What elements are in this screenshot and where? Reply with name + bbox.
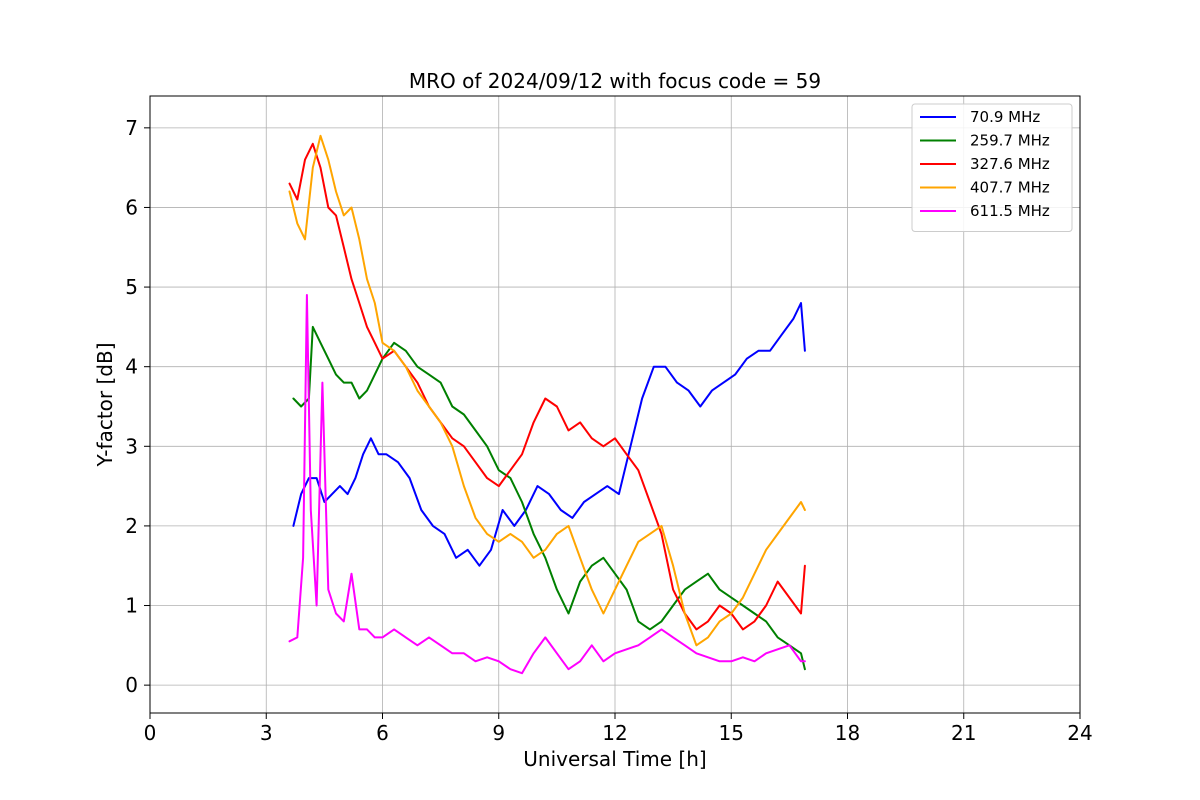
x-tick-label: 24 — [1067, 721, 1092, 745]
x-tick-label: 18 — [835, 721, 860, 745]
grid-layer — [149, 96, 1081, 713]
legend-label: 259.7 MHz — [970, 132, 1050, 150]
legend-label: 611.5 MHz — [970, 202, 1050, 220]
legend: 70.9 MHz 259.7 MHz 327.6 MHz 407.7 MHz 611.5… — [911, 103, 1073, 232]
series-layer — [288, 134, 806, 675]
y-tick-label: 0 — [125, 673, 138, 697]
y-tick-label: 4 — [125, 355, 138, 379]
series-line-2 — [288, 142, 806, 631]
y-tick-label: 6 — [125, 195, 138, 219]
y-tick-label: 3 — [125, 434, 138, 458]
series-line-4 — [288, 294, 806, 675]
x-tick-label: 9 — [492, 721, 505, 745]
x-tick-label: 15 — [719, 721, 744, 745]
x-tick-label: 21 — [951, 721, 976, 745]
x-axis-title: Universal Time [h] — [523, 747, 706, 771]
y-tick-label: 2 — [125, 514, 138, 538]
series-line-3 — [288, 134, 806, 647]
y-tick-label: 7 — [125, 116, 138, 140]
legend-box — [911, 103, 1073, 232]
legend-label: 327.6 MHz — [970, 155, 1050, 173]
y-tick-label: 5 — [125, 275, 138, 299]
y-axis-title: Y-factor [dB] — [93, 342, 117, 467]
legend-label: 407.7 MHz — [970, 179, 1050, 197]
series-line-0 — [292, 302, 806, 567]
x-tick-label: 0 — [144, 721, 157, 745]
x-tick-label: 12 — [602, 721, 627, 745]
legend-label: 70.9 MHz — [970, 108, 1040, 126]
x-tick-label: 3 — [260, 721, 273, 745]
y-tick-label: 1 — [125, 594, 138, 618]
series-line-1 — [292, 325, 806, 671]
x-tick-label: 6 — [376, 721, 389, 745]
chart-title: MRO of 2024/09/12 with focus code = 59 — [409, 69, 821, 93]
